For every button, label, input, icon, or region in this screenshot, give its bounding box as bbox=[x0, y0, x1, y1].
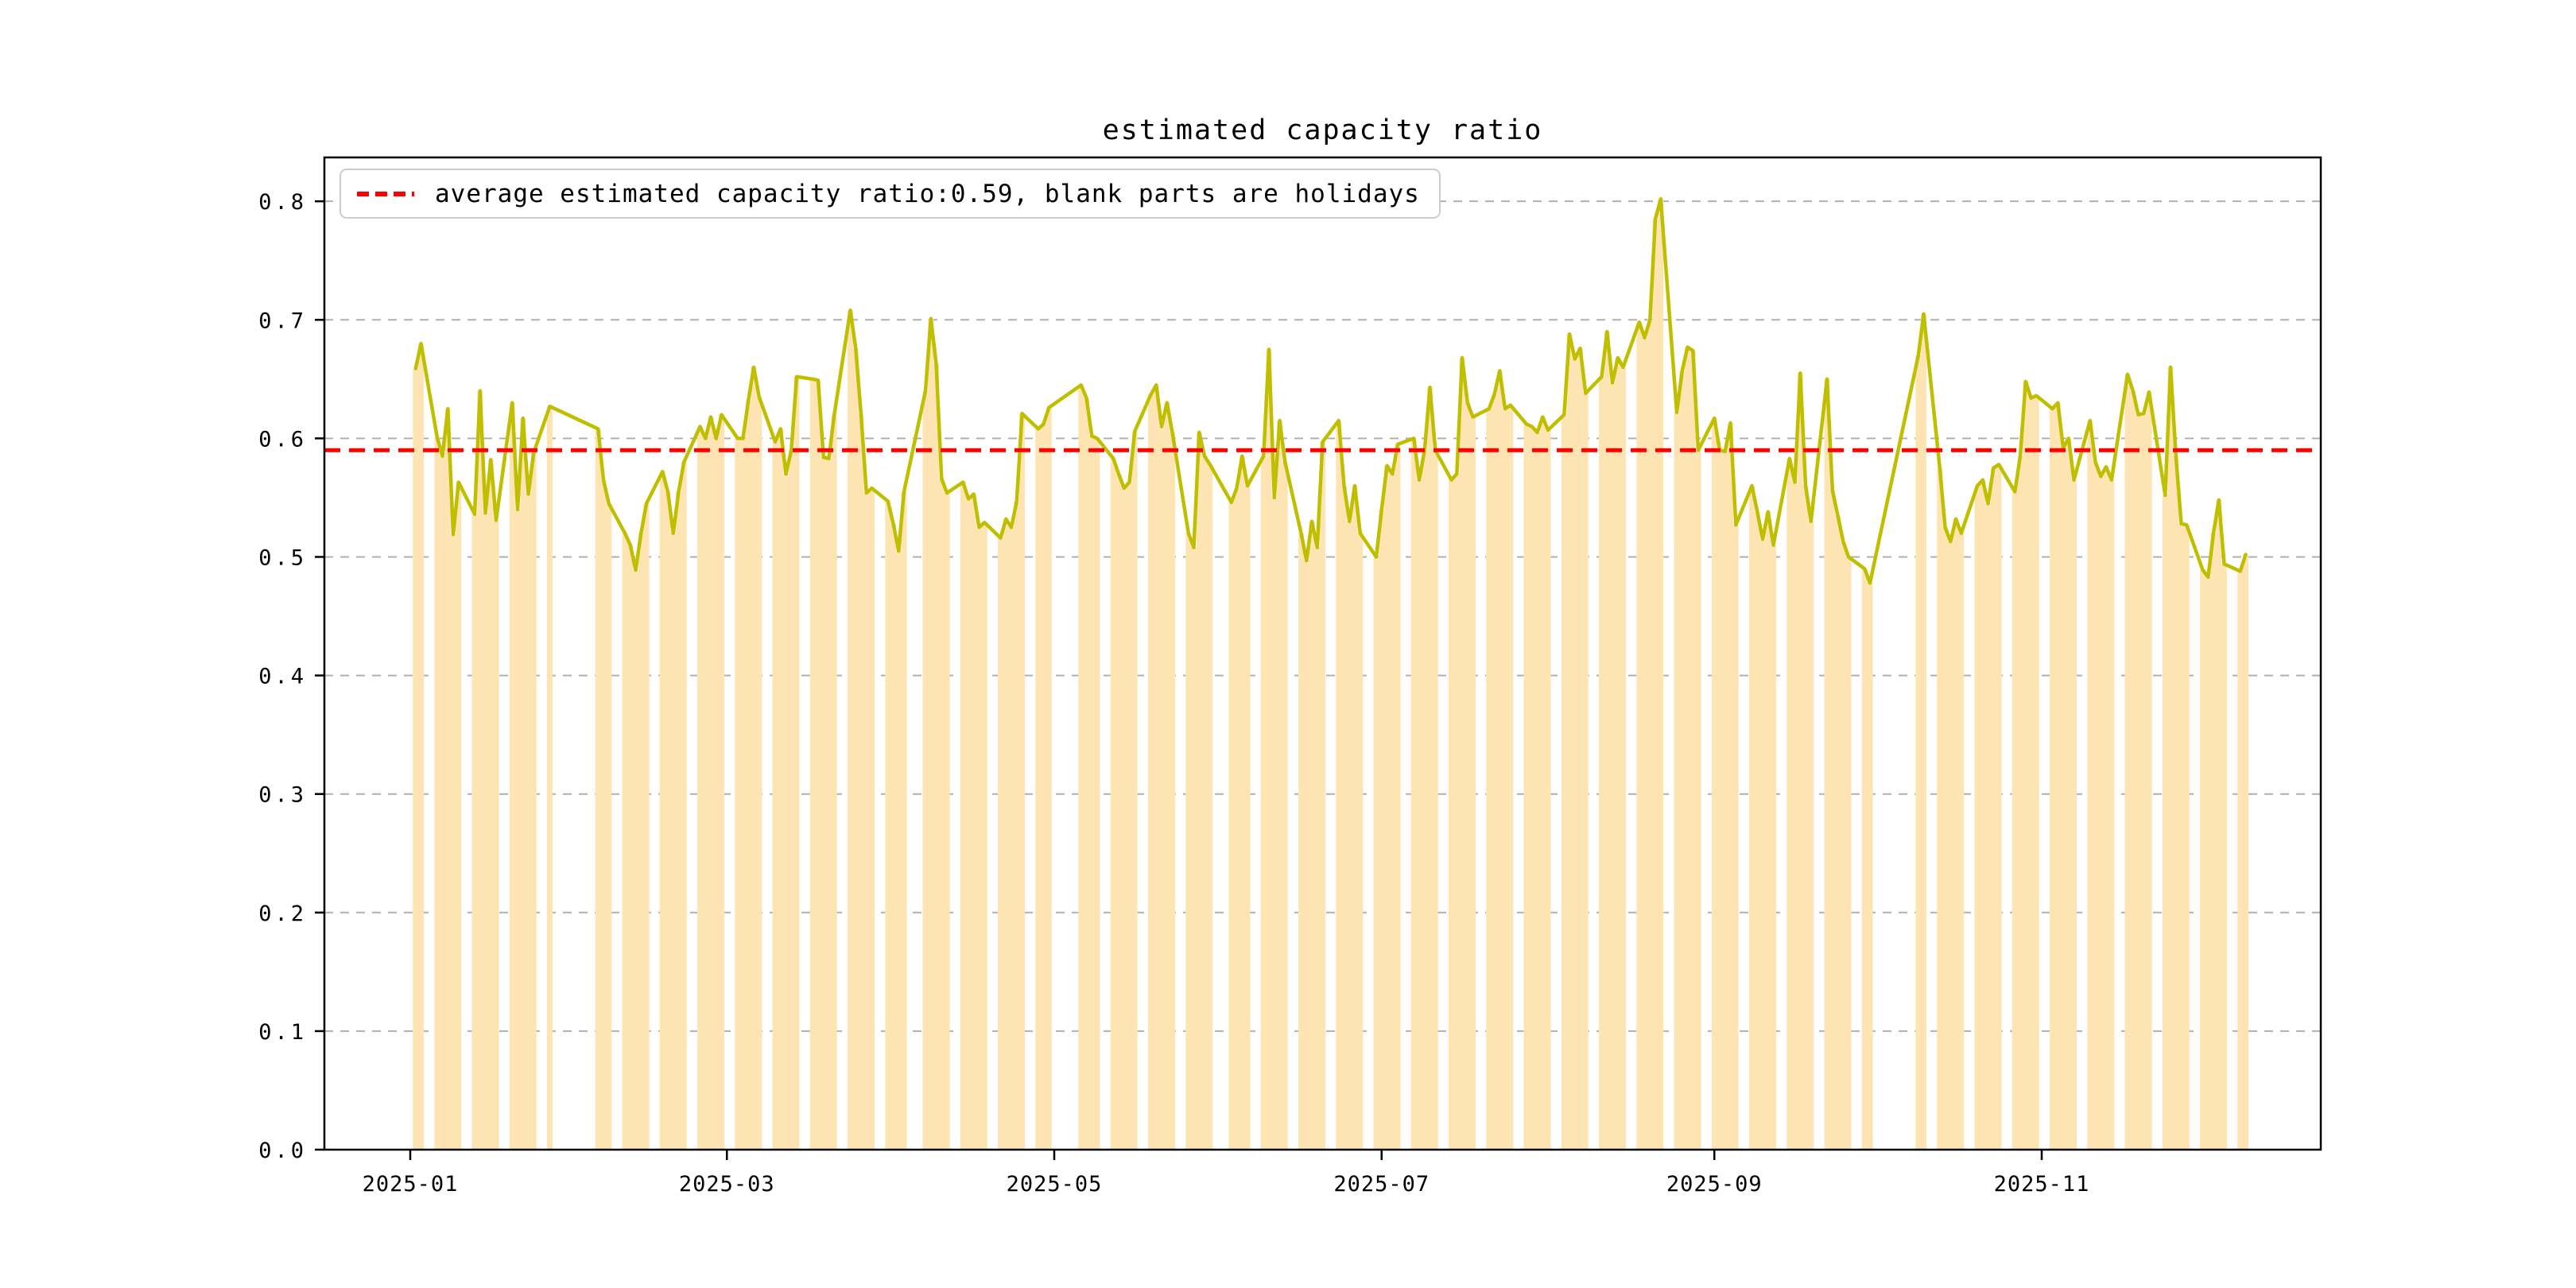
x-tick-label: 2025-05 bbox=[1007, 1172, 1103, 1197]
y-tick-label: 0.8 bbox=[258, 190, 307, 215]
y-tick-label: 0.2 bbox=[258, 902, 307, 926]
y-tick-label: 0.7 bbox=[258, 308, 307, 333]
legend-label: average estimated capacity ratio:0.59, b… bbox=[435, 179, 1420, 208]
x-tick-label: 2025-07 bbox=[1333, 1172, 1430, 1197]
x-tick-label: 2025-09 bbox=[1666, 1172, 1763, 1197]
y-tick-label: 0.6 bbox=[258, 427, 307, 452]
y-tick-label: 0.3 bbox=[258, 783, 307, 808]
plot-border bbox=[323, 156, 2322, 1151]
chart-title: estimated capacity ratio bbox=[1102, 114, 1543, 146]
y-tick-label: 0.0 bbox=[258, 1139, 307, 1163]
y-tick-label: 0.5 bbox=[258, 545, 307, 570]
workday-bars bbox=[413, 199, 2248, 1150]
legend: average estimated capacity ratio:0.59, b… bbox=[339, 169, 1441, 219]
x-tick-label: 2025-01 bbox=[363, 1172, 459, 1197]
y-axis: 0.0 0.1 0.2 0.3 0.4 0.5 0.6 0.7 0.8 bbox=[258, 190, 324, 1163]
x-tick-label: 2025-11 bbox=[1994, 1172, 2090, 1197]
average-line-sample bbox=[357, 191, 414, 196]
x-axis: 2025-01 2025-03 2025-05 2025-07 2025-09 2025-… bbox=[363, 1150, 2090, 1197]
y-tick-label: 0.1 bbox=[258, 1020, 307, 1045]
capacity-ratio-line bbox=[413, 196, 2248, 585]
x-tick-label: 2025-03 bbox=[679, 1172, 775, 1197]
y-tick-label: 0.4 bbox=[258, 665, 307, 689]
